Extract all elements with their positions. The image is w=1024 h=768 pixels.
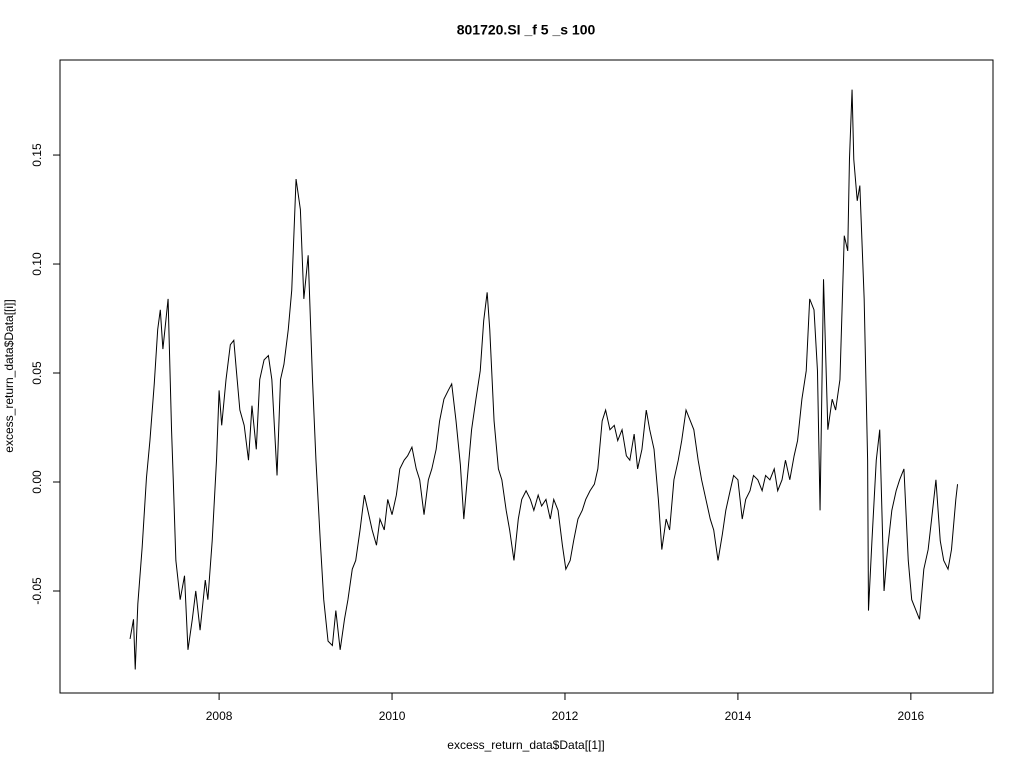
x-tick-label: 2014 <box>725 709 752 723</box>
y-axis-label: excess_return_data$Data[[i]] <box>2 299 16 452</box>
y-tick-label: 0.05 <box>30 361 44 385</box>
x-tick-label: 2008 <box>206 709 233 723</box>
y-tick-label: 0.10 <box>30 252 44 276</box>
x-tick-label: 2016 <box>898 709 925 723</box>
chart-title: 801720.SI _f 5 _s 100 <box>457 22 596 38</box>
plot-frame <box>59 59 994 694</box>
x-axis-label: excess_return_data$Data[[1]] <box>447 738 604 752</box>
y-tick-label: -0.05 <box>30 577 44 605</box>
y-tick-label: 0.00 <box>30 470 44 494</box>
y-tick-label: 0.15 <box>30 143 44 167</box>
data-line <box>129 89 959 670</box>
x-tick-label: 2012 <box>552 709 579 723</box>
x-tick-label: 2010 <box>379 709 406 723</box>
